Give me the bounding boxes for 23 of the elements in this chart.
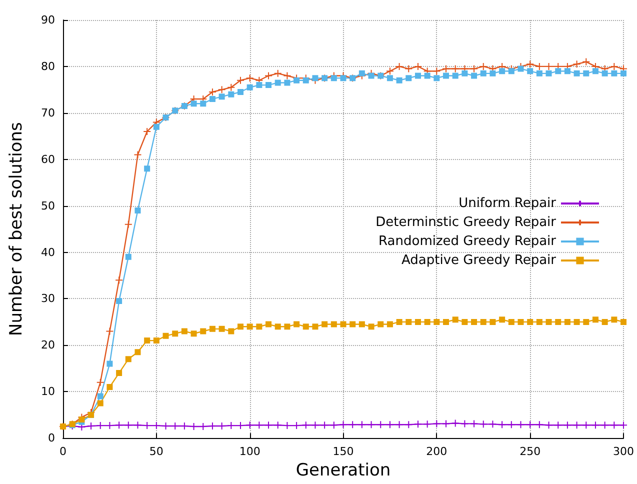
x-axis-title: Generation (296, 460, 391, 480)
y-tick-label: 90 (41, 14, 55, 26)
y-axis-title: Number of best solutions (6, 122, 26, 336)
y-tick-label: 70 (41, 106, 55, 120)
y-tick-label: 30 (41, 292, 55, 306)
legend-label: Randomized Greedy Repair (378, 234, 557, 249)
x-tick-label: 100 (239, 445, 260, 458)
legend-label: Determinstic Greedy Repair (376, 215, 557, 230)
x-tick-label: 0 (60, 445, 66, 458)
y-tick-label: 80 (41, 60, 55, 73)
y-tick-label: 10 (41, 385, 55, 398)
y-tick-label: 50 (41, 199, 55, 212)
y-tick-label: 20 (41, 338, 55, 352)
x-tick-label: 150 (332, 445, 354, 458)
y-tick-label: 40 (41, 246, 55, 259)
x-tick-label: 250 (520, 445, 541, 458)
legend-label: Adaptive Greedy Repair (402, 253, 557, 268)
legend-label: Uniform Repair (458, 196, 557, 211)
y-tick-label: 0 (48, 432, 55, 445)
x-tick-label: 200 (426, 445, 448, 458)
y-tick-label: 60 (41, 152, 55, 166)
x-tick-label: 300 (613, 445, 634, 458)
x-tick-label: 50 (149, 445, 164, 458)
